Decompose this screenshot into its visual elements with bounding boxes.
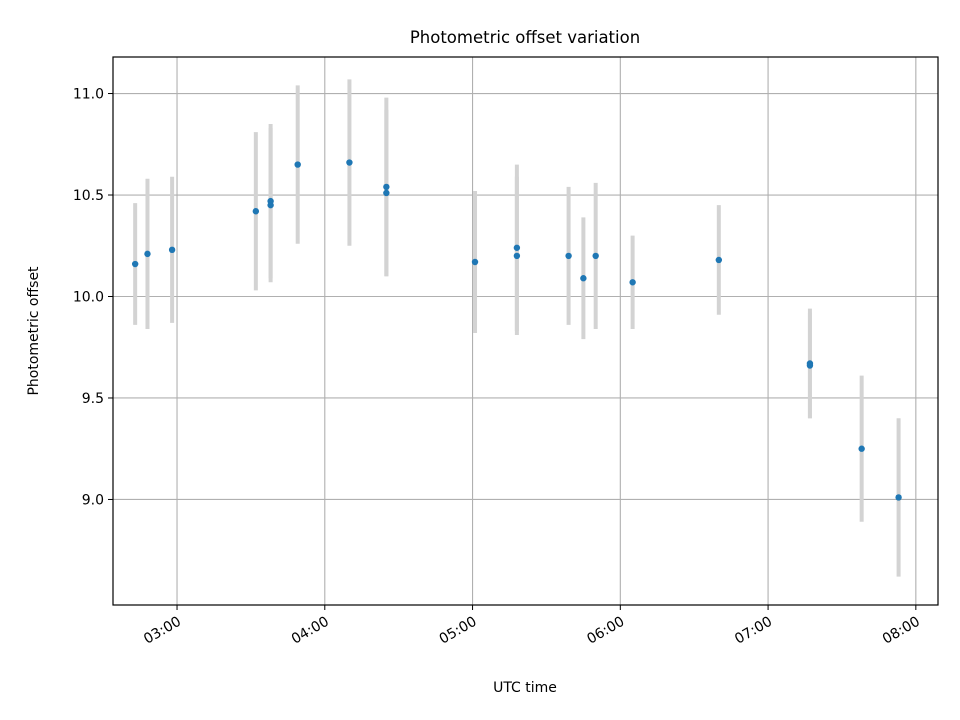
x-tick-label: 08:00 <box>880 614 923 648</box>
y-tick-label: 9.0 <box>82 492 104 508</box>
y-tick-label: 9.5 <box>82 391 104 407</box>
x-axis-label: UTC time <box>493 680 557 696</box>
y-tick-label: 10.5 <box>73 188 104 204</box>
data-point <box>858 445 865 452</box>
plot-frame <box>112 56 939 606</box>
data-point <box>144 250 151 258</box>
error-bars <box>133 79 901 577</box>
data-point <box>383 189 390 197</box>
grid-lines <box>113 57 938 605</box>
data-point <box>513 252 521 260</box>
data-point <box>580 275 587 282</box>
y-tick-label: 10.0 <box>73 289 104 305</box>
data-point <box>168 246 176 254</box>
data-point <box>715 256 723 264</box>
x-tick-label: 03:00 <box>141 614 184 648</box>
x-axis-ticks: 03:00 04:00 05:00 06:00 07:00 08:00 <box>141 605 923 648</box>
data-point <box>895 494 902 501</box>
data-points <box>131 159 902 501</box>
data-point <box>267 197 274 205</box>
y-axis-ticks: 9.0 9.5 10.0 10.5 11.0 <box>73 87 113 508</box>
chart-title: Photometric offset variation <box>410 28 640 47</box>
data-point <box>346 159 353 166</box>
data-point <box>565 252 572 260</box>
data-point <box>471 258 479 266</box>
y-tick-label: 11.0 <box>73 87 104 103</box>
x-tick-label: 07:00 <box>732 614 775 648</box>
y-axis-label: Photometric offset <box>26 266 42 396</box>
data-point <box>513 244 521 251</box>
data-point <box>806 362 814 369</box>
x-tick-label: 04:00 <box>289 614 332 648</box>
x-tick-label: 06:00 <box>584 614 627 648</box>
data-point <box>131 260 139 268</box>
x-tick-label: 05:00 <box>437 614 480 648</box>
data-point <box>252 208 260 215</box>
data-point <box>294 161 301 168</box>
data-point <box>629 279 636 286</box>
data-point <box>383 183 390 191</box>
data-point <box>592 252 599 260</box>
